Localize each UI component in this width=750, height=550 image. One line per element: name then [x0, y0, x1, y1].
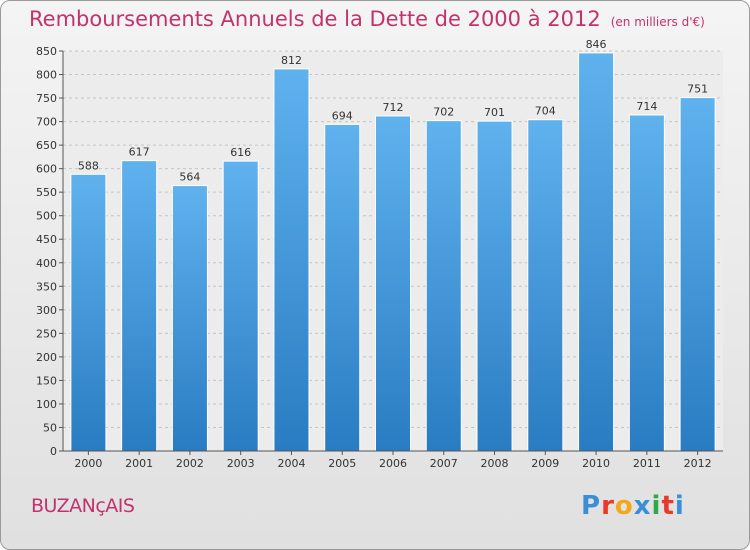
logo-letter: t	[661, 491, 675, 521]
y-tick-label: 800	[36, 69, 57, 82]
chart-title: Remboursements Annuels de la Dette de 20…	[29, 7, 705, 31]
y-tick-label: 600	[36, 163, 57, 176]
logo-letter: i	[651, 491, 662, 521]
logo-letter: P	[581, 491, 602, 521]
data-label: 694	[332, 109, 353, 122]
x-tick-label: 2004	[277, 457, 305, 470]
y-tick-label: 0	[50, 445, 57, 458]
data-label: 704	[535, 105, 556, 118]
data-label: 714	[636, 100, 657, 113]
y-tick-label: 500	[36, 210, 57, 223]
y-tick-label: 200	[36, 351, 57, 364]
y-tick-label: 100	[36, 398, 57, 411]
y-tick-label: 450	[36, 233, 57, 246]
x-tick-label: 2012	[684, 457, 712, 470]
y-tick-label: 150	[36, 374, 57, 387]
bar-2002	[171, 185, 208, 452]
data-label: 588	[78, 159, 99, 172]
bar-2010	[578, 52, 615, 452]
y-tick-label: 650	[36, 139, 57, 152]
y-tick-label: 700	[36, 116, 57, 129]
y-tick-label: 850	[36, 45, 57, 58]
x-tick-label: 2002	[176, 457, 204, 470]
data-label: 701	[484, 106, 505, 119]
logo-letter: x	[633, 491, 652, 521]
bar-2005	[324, 123, 361, 452]
city-name: BUZANçAIS	[31, 495, 135, 517]
x-tick-label: 2008	[481, 457, 509, 470]
x-tick-label: 2003	[227, 457, 255, 470]
data-label: 712	[383, 101, 404, 114]
chart-title-text: Remboursements Annuels de la Dette de 20…	[29, 7, 601, 31]
bar-2001	[121, 160, 158, 452]
proxiti-logo: Proxiti	[581, 491, 685, 521]
y-tick-label: 750	[36, 92, 57, 105]
y-tick-label: 350	[36, 280, 57, 293]
chart-unit: (en milliers d'€)	[610, 15, 705, 29]
data-label: 702	[433, 106, 454, 119]
y-tick-label: 400	[36, 257, 57, 270]
x-tick-label: 2005	[328, 457, 356, 470]
y-tick-label: 550	[36, 186, 57, 199]
bar-2012	[679, 97, 716, 452]
x-tick-label: 2006	[379, 457, 407, 470]
x-tick-label: 2011	[633, 457, 661, 470]
data-label: 751	[687, 83, 708, 96]
logo-letter: r	[601, 491, 615, 521]
data-label: 846	[586, 38, 607, 51]
bar-2007	[425, 120, 462, 452]
x-tick-label: 2000	[74, 457, 102, 470]
bar-2008	[476, 120, 513, 452]
data-label: 616	[230, 146, 251, 159]
bar-2000	[70, 173, 107, 452]
data-label: 617	[129, 146, 150, 159]
logo-letter: i	[674, 491, 685, 521]
y-tick-label: 300	[36, 304, 57, 317]
x-tick-label: 2010	[582, 457, 610, 470]
data-label: 564	[179, 171, 200, 184]
bar-2004	[273, 68, 310, 452]
bar-2006	[374, 115, 412, 452]
x-tick-label: 2009	[531, 457, 559, 470]
logo-letter: o	[614, 491, 634, 521]
x-tick-label: 2007	[430, 457, 458, 470]
bar-2003	[222, 160, 259, 452]
x-tick-label: 2001	[125, 457, 153, 470]
bar-2011	[628, 114, 665, 452]
y-tick-label: 250	[36, 327, 57, 340]
data-label: 812	[281, 54, 302, 67]
y-tick-label: 50	[43, 421, 57, 434]
bar-2009	[527, 119, 564, 452]
